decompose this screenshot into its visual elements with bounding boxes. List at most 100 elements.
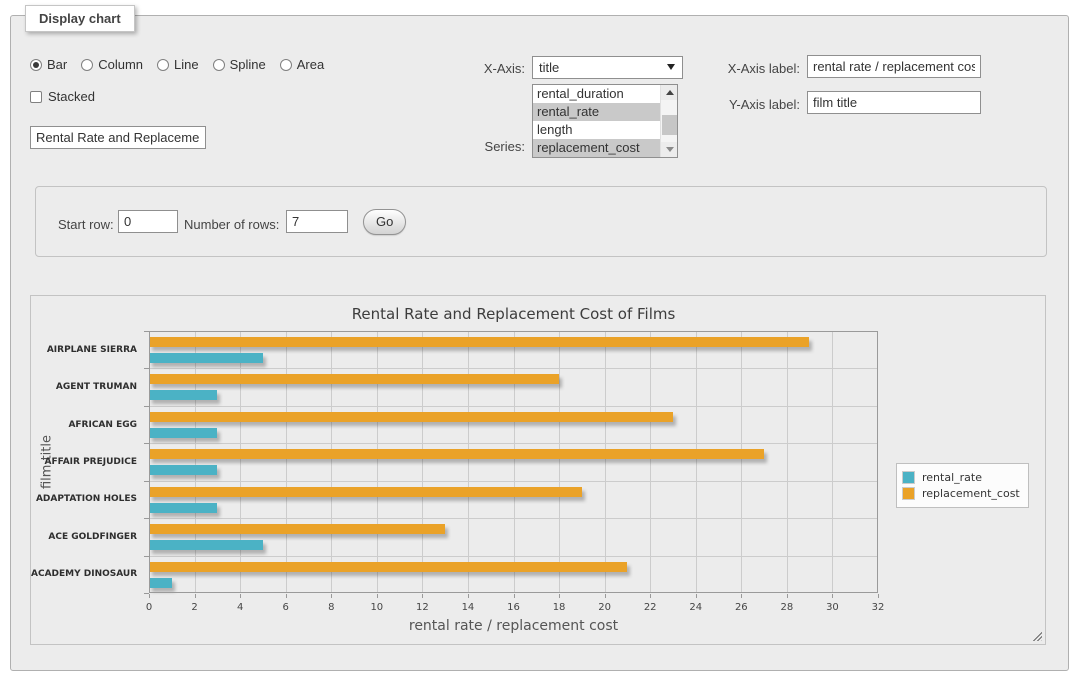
x-tick-label: 2 (175, 602, 215, 613)
gridline (331, 331, 332, 593)
radio-line[interactable] (157, 59, 169, 71)
gridline (468, 331, 469, 593)
chevron-down-icon (667, 64, 675, 70)
chart-type-column[interactable]: Column (81, 57, 143, 72)
bar-rental_rate (149, 578, 172, 588)
series-scrollbar[interactable] (660, 85, 677, 157)
x-tick-mark (286, 594, 287, 598)
x-tick-label: 20 (585, 602, 625, 613)
x-tick-mark (878, 594, 879, 598)
x-tick-label: 26 (721, 602, 761, 613)
bar-replacement_cost (149, 449, 764, 459)
scrollbar-thumb[interactable] (662, 115, 677, 135)
category-label: AIRPLANE SIERRA (31, 344, 143, 356)
x-tick-label: 18 (539, 602, 579, 613)
radio-bar[interactable] (30, 59, 42, 71)
bar-rental_rate (149, 465, 217, 475)
bar-rental_rate (149, 390, 217, 400)
x-tick-label: 16 (494, 602, 534, 613)
y-axis-label-label: Y-Axis label: (690, 97, 800, 112)
x-tick-mark (377, 594, 378, 598)
start-row-input[interactable] (118, 210, 178, 233)
x-tick-label: 10 (357, 602, 397, 613)
legend-swatch-color (903, 488, 914, 499)
series-option-length[interactable]: length (533, 121, 662, 139)
x-axis-selected-value: title (539, 60, 559, 75)
series-option-rental_duration[interactable]: rental_duration (533, 85, 662, 103)
chart-type-label: Line (174, 57, 199, 72)
chart-title-input[interactable] (30, 126, 206, 149)
chart-type-radio-group: Bar Column Line Spline Area (30, 57, 338, 72)
go-button[interactable]: Go (363, 209, 406, 235)
x-axis-label-input[interactable] (807, 55, 981, 78)
gridline (559, 331, 560, 593)
x-tick-label: 22 (630, 602, 670, 613)
gridline (650, 331, 651, 593)
chart-type-spline[interactable]: Spline (213, 57, 266, 72)
series-option-replacement_cost[interactable]: replacement_cost (533, 139, 662, 157)
x-tick-mark (650, 594, 651, 598)
x-tick-mark (149, 594, 150, 598)
gridline (377, 331, 378, 593)
scroll-down-button[interactable] (661, 142, 678, 157)
x-tick-label: 30 (812, 602, 852, 613)
x-axis-select-label: X-Axis: (420, 61, 525, 76)
bar-rental_rate (149, 428, 217, 438)
legend-entry-rental_rate: rental_rate (902, 471, 1020, 484)
stacked-checkbox[interactable] (30, 91, 42, 103)
y-tick-mark (144, 368, 149, 369)
x-tick-label: 12 (402, 602, 442, 613)
bar-rental_rate (149, 540, 263, 550)
chart-type-bar[interactable]: Bar (30, 57, 67, 72)
legend-swatch-color (903, 472, 914, 483)
gridline (605, 331, 606, 593)
triangle-up-icon (666, 90, 674, 95)
y-tick-mark (144, 331, 149, 332)
bar-rental_rate (149, 353, 263, 363)
gridline (422, 331, 423, 593)
series-listbox[interactable]: rental_durationrental_ratelengthreplacem… (532, 84, 678, 158)
chart-type-label: Area (297, 57, 324, 72)
legend-swatch (902, 471, 915, 484)
stacked-option[interactable]: Stacked (30, 89, 95, 104)
x-axis-select[interactable]: title (532, 56, 683, 79)
y-tick-mark (144, 406, 149, 407)
gridline (741, 331, 742, 593)
radio-column[interactable] (81, 59, 93, 71)
x-tick-mark (240, 594, 241, 598)
gridline (286, 331, 287, 593)
gridline (149, 556, 878, 557)
legend-label: replacement_cost (922, 487, 1020, 500)
x-tick-label: 0 (129, 602, 169, 613)
gridline (195, 331, 196, 593)
series-option-rental_rate[interactable]: rental_rate (533, 103, 662, 121)
x-tick-label: 14 (448, 602, 488, 613)
scroll-up-button[interactable] (661, 85, 678, 100)
number-of-rows-input[interactable] (286, 210, 348, 233)
series-listbox-label: Series: (420, 139, 525, 154)
gridline (149, 518, 878, 519)
gridline (696, 331, 697, 593)
radio-spline[interactable] (213, 59, 225, 71)
chart-type-area[interactable]: Area (280, 57, 324, 72)
plot-area (149, 331, 878, 593)
x-tick-mark (331, 594, 332, 598)
category-label: AGENT TRUMAN (31, 381, 143, 393)
stacked-label: Stacked (48, 89, 95, 104)
y-axis-label-input[interactable] (807, 91, 981, 114)
x-tick-label: 28 (767, 602, 807, 613)
start-row-label: Start row: (58, 217, 114, 232)
gridline (149, 406, 878, 407)
radio-area[interactable] (280, 59, 292, 71)
category-label: AFFAIR PREJUDICE (31, 456, 143, 468)
bar-rental_rate (149, 503, 217, 513)
series-options: rental_durationrental_ratelengthreplacem… (533, 85, 677, 157)
chart-type-line[interactable]: Line (157, 57, 199, 72)
x-tick-label: 6 (266, 602, 306, 613)
gridline (149, 368, 878, 369)
bar-replacement_cost (149, 374, 559, 384)
y-tick-mark (144, 443, 149, 444)
bar-replacement_cost (149, 487, 582, 497)
x-tick-mark (605, 594, 606, 598)
resize-grip-icon[interactable] (1031, 630, 1042, 641)
